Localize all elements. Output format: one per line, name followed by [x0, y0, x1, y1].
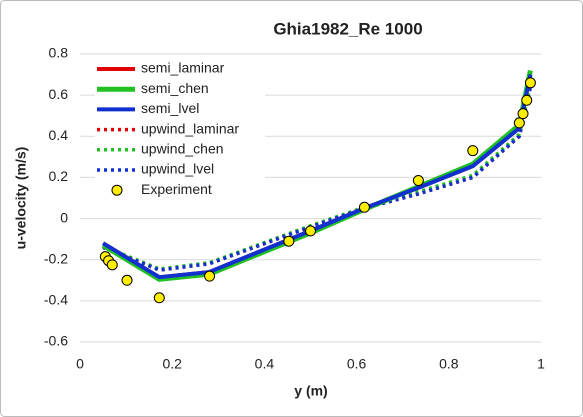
experiment-point: [106, 259, 118, 271]
x-tick-label: 0.6: [347, 356, 367, 372]
experiment-point: [467, 145, 479, 157]
experiment-point: [305, 225, 316, 237]
y-tick-label: 0.8: [49, 45, 69, 61]
x-tick-label: 1: [537, 356, 545, 372]
legend-bg: [95, 180, 265, 201]
y-tick-label: 0.2: [49, 168, 69, 184]
legend-label: upwind_lvel: [141, 161, 214, 177]
y-axis-title: u-velocity (m/s): [13, 147, 29, 250]
experiment-point: [412, 175, 424, 187]
x-axis-title: y (m): [294, 383, 327, 399]
legend-label: upwind_laminar: [141, 120, 239, 136]
y-tick-label: -0.2: [44, 250, 68, 266]
experiment-point: [513, 117, 525, 129]
plot-area: [99, 69, 536, 304]
legend-label: semi_laminar: [141, 60, 225, 76]
experiment-point: [204, 270, 216, 282]
x-tick-label: 0.4: [255, 356, 275, 372]
legend-label: Experiment: [141, 181, 212, 197]
experiment-point: [283, 235, 295, 247]
legend-bg: [95, 99, 265, 120]
y-tick-label: 0.6: [49, 86, 69, 102]
experiment-point: [358, 201, 370, 213]
experiment-point: [521, 94, 533, 106]
chart-title: Ghia1982_Re 1000: [273, 19, 422, 38]
x-tick-label: 0.2: [162, 356, 182, 372]
experiment-point: [153, 292, 165, 304]
legend-bg: [95, 160, 265, 181]
legend-bg: [95, 139, 265, 160]
legend-bg: [95, 79, 265, 100]
experiment-point: [524, 77, 536, 89]
legend-bg: [95, 119, 265, 140]
legend-label: semi_lvel: [141, 100, 199, 116]
y-tick-label: 0: [60, 209, 68, 225]
legend-label: upwind_chen: [141, 141, 224, 157]
legend-swatch: [111, 184, 123, 196]
x-tick-label: 0: [76, 356, 84, 372]
y-tick-label: 0.4: [49, 127, 69, 143]
experiment-point: [517, 108, 529, 120]
y-tick-label: -0.4: [44, 292, 68, 308]
x-tick-label: 0.8: [439, 356, 459, 372]
experiment-point: [121, 274, 133, 286]
y-tick-label: -0.6: [44, 333, 68, 349]
legend-label: semi_chen: [141, 80, 209, 96]
legend-bg: [95, 59, 265, 80]
legend: semi_laminar semi_chen semi_lvel upwind_lam…: [95, 59, 265, 201]
